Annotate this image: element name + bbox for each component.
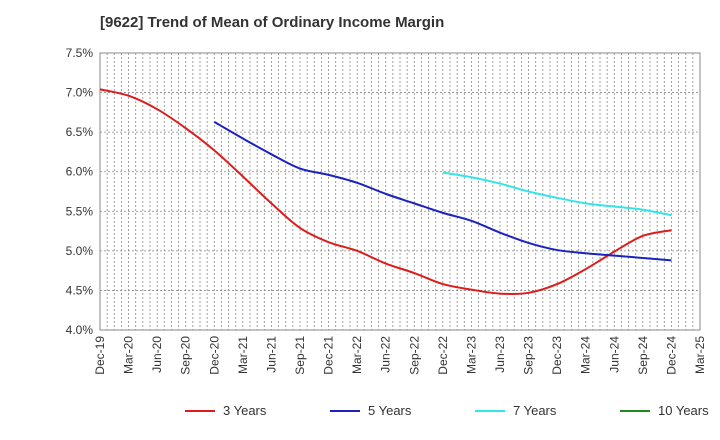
x-tick-label: Jun-24 — [607, 336, 621, 373]
x-tick-label: Dec-20 — [207, 336, 221, 375]
plot-area — [100, 53, 700, 330]
x-tick-label: Jun-22 — [379, 336, 393, 373]
chart-title: [9622] Trend of Mean of Ordinary Income … — [100, 14, 445, 31]
y-tick-label: 4.0% — [66, 323, 94, 337]
y-tick-label: 5.0% — [66, 244, 94, 258]
x-tick-label: Dec-21 — [322, 336, 336, 375]
x-tick-label: Jun-23 — [493, 336, 507, 373]
x-tick-label: Mar-20 — [122, 336, 136, 374]
x-tick-label: Mar-24 — [579, 336, 593, 374]
x-tick-label: Mar-22 — [350, 336, 364, 374]
series-line-5-years — [213, 120, 672, 262]
x-tick-label: Sep-23 — [522, 336, 536, 375]
legend-label-7-years: 7 Years — [513, 403, 557, 418]
y-tick-label: 7.0% — [66, 86, 94, 100]
y-tick-label: 7.5% — [66, 46, 94, 60]
x-tick-label: Sep-22 — [407, 336, 421, 375]
x-tick-label: Dec-19 — [93, 336, 107, 375]
y-tick-label: 6.0% — [66, 165, 94, 179]
x-tick-label: Dec-24 — [664, 336, 678, 375]
x-tick-label: Dec-23 — [550, 336, 564, 375]
series-line-7-years — [442, 171, 672, 217]
x-tick-label: Sep-20 — [179, 336, 193, 375]
x-tick-label: Jun-20 — [150, 336, 164, 373]
x-tick-label: Mar-21 — [236, 336, 250, 374]
y-tick-label: 4.5% — [66, 283, 94, 297]
x-tick-label: Mar-25 — [693, 336, 707, 374]
x-tick-label: Mar-23 — [464, 336, 478, 374]
x-tick-label: Dec-22 — [436, 336, 450, 375]
legend-label-5-years: 5 Years — [368, 403, 412, 418]
x-tick-label: Sep-21 — [293, 336, 307, 375]
y-tick-label: 5.5% — [66, 204, 94, 218]
legend-label-3-years: 3 Years — [223, 403, 267, 418]
plot-border — [99, 52, 701, 331]
legend-label-10-years: 10 Years — [658, 403, 709, 418]
y-tick-label: 6.5% — [66, 125, 94, 139]
x-tick-label: Jun-21 — [264, 336, 278, 373]
series-line-3-years — [99, 88, 672, 295]
x-tick-label: Sep-24 — [636, 336, 650, 375]
